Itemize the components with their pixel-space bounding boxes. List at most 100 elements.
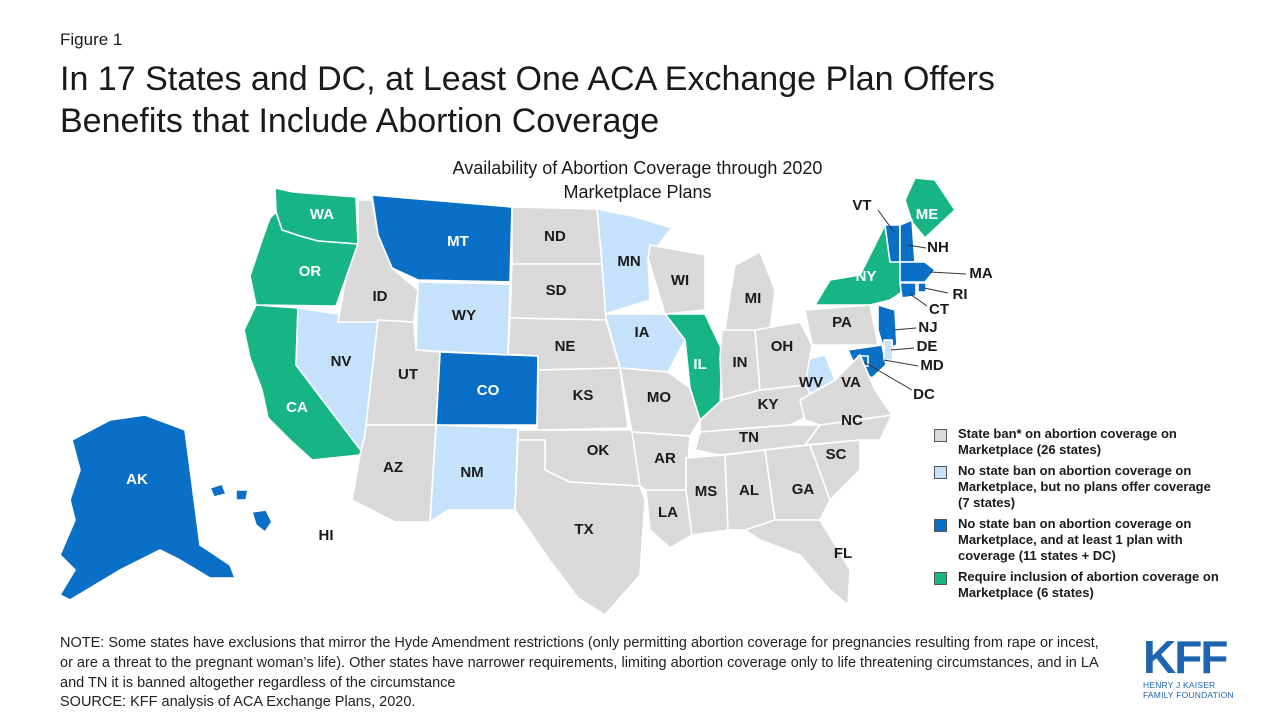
state-label-pa: PA	[832, 314, 852, 331]
state-ga	[764, 444, 831, 521]
figure-label: Figure 1	[60, 30, 123, 49]
state-label-ga: GA	[792, 481, 815, 498]
state-label-nm: NM	[460, 464, 483, 481]
state-hi	[209, 483, 227, 498]
state-label-nh: NH	[927, 239, 949, 256]
state-oh	[754, 321, 813, 391]
state-label-ma: MA	[969, 265, 992, 282]
state-ak	[59, 414, 236, 601]
state-label-me: ME	[916, 206, 939, 223]
state-hi-part-1	[235, 489, 249, 501]
state-label-nd: ND	[544, 228, 566, 245]
state-label-ms: MS	[695, 483, 718, 500]
state-label-or: OR	[299, 263, 322, 280]
state-label-al: AL	[739, 482, 759, 499]
state-ks	[536, 367, 629, 431]
state-label-vt: VT	[852, 197, 871, 214]
state-label-tx: TX	[574, 521, 593, 538]
state-label-ky: KY	[758, 396, 779, 413]
state-label-id: ID	[373, 288, 388, 305]
state-label-mt: MT	[447, 233, 469, 250]
state-label-ks: KS	[573, 387, 594, 404]
state-nh	[899, 219, 916, 263]
legend: State ban* on abortion coverage on Marke…	[934, 426, 1224, 606]
state-label-ny: NY	[856, 268, 877, 285]
state-wy	[415, 281, 511, 356]
state-label-wi: WI	[671, 272, 689, 289]
state-label-dc: DC	[913, 386, 935, 403]
page-title: In 17 States and DC, at Least One ACA Ex…	[60, 58, 1160, 142]
state-label-nv: NV	[331, 353, 352, 370]
state-label-ia: IA	[635, 324, 650, 341]
leader-line-vt	[877, 209, 895, 233]
leader-line-ct	[909, 293, 928, 307]
state-az	[351, 424, 437, 523]
map-title: Availability of Abortion Coverage throug…	[400, 156, 875, 204]
legend-label-required: Require inclusion of abortion coverage o…	[958, 569, 1219, 600]
state-wi	[647, 244, 706, 315]
legend-item-no-ban-no-plans: No state ban on abortion coverage on Mar…	[934, 463, 1224, 511]
state-label-ri: RI	[953, 286, 968, 303]
state-label-il: IL	[693, 356, 706, 373]
state-label-md: MD	[920, 357, 943, 374]
legend-swatch-no-ban-no-plans	[934, 466, 947, 479]
state-label-va: VA	[841, 374, 861, 391]
state-label-nc: NC	[841, 412, 863, 429]
state-label-az: AZ	[383, 459, 403, 476]
leader-line-md	[883, 359, 919, 367]
logo-mark: KFF	[1143, 631, 1228, 683]
state-label-oh: OH	[771, 338, 794, 355]
legend-swatch-no-ban-with-plans	[934, 519, 947, 532]
state-id	[337, 199, 419, 323]
state-hi-part-2	[251, 509, 273, 533]
state-label-ok: OK	[587, 442, 610, 459]
state-label-wy: WY	[452, 307, 476, 324]
state-label-ak: AK	[126, 471, 148, 488]
state-label-ut: UT	[398, 366, 418, 383]
title-line-1: In 17 States and DC, at Least One ACA Ex…	[60, 60, 995, 98]
state-label-la: LA	[658, 504, 678, 521]
logo-line-1: HENRY J KAISER	[1143, 680, 1216, 690]
map-title-line-2: Marketplace Plans	[563, 182, 712, 202]
leader-line-dc	[863, 361, 913, 391]
legend-label-no-ban-with-plans: No state ban on abortion coverage on Mar…	[958, 516, 1192, 563]
source-note: SOURCE: KFF analysis of ACA Exchange Pla…	[60, 694, 416, 710]
state-label-mn: MN	[617, 253, 640, 270]
state-label-wa: WA	[310, 206, 334, 223]
state-label-mi: MI	[745, 290, 762, 307]
leader-line-de	[890, 347, 915, 351]
state-ma	[899, 261, 936, 283]
leader-line-nh	[907, 244, 927, 249]
state-label-in: IN	[733, 354, 748, 371]
footnote: NOTE: Some states have exclusions that m…	[60, 635, 1099, 691]
logo-line-2: FAMILY FOUNDATION	[1143, 690, 1234, 700]
state-la	[645, 489, 693, 549]
state-label-nj: NJ	[918, 319, 937, 336]
legend-label-ban: State ban* on abortion coverage on Marke…	[958, 426, 1177, 457]
state-nc	[804, 414, 893, 446]
state-ms	[685, 454, 729, 536]
state-ct	[899, 282, 917, 299]
state-or	[249, 211, 359, 307]
legend-swatch-required	[934, 572, 947, 585]
state-label-ne: NE	[555, 338, 576, 355]
leader-line-ma	[929, 271, 967, 275]
title-line-2: Benefits that Include Abortion Coverage	[60, 102, 660, 140]
legend-item-no-ban-with-plans: No state ban on abortion coverage on Mar…	[934, 516, 1224, 564]
kff-logo: KFF HENRY J KAISER FAMILY FOUNDATION	[1143, 634, 1238, 700]
state-de	[883, 339, 894, 361]
state-label-de: DE	[917, 338, 938, 355]
legend-item-required: Require inclusion of abortion coverage o…	[934, 569, 1224, 601]
legend-swatch-ban	[934, 429, 947, 442]
state-tx	[514, 439, 646, 616]
state-ri	[917, 282, 927, 293]
state-fl	[744, 519, 851, 606]
legend-label-no-ban-no-plans: No state ban on abortion coverage on Mar…	[958, 463, 1211, 510]
state-label-sc: SC	[826, 446, 847, 463]
leader-line-nj	[892, 327, 917, 331]
state-label-ca: CA	[286, 399, 308, 416]
state-label-fl: FL	[834, 545, 852, 562]
state-label-wv: WV	[799, 374, 823, 391]
state-label-co: CO	[477, 382, 500, 399]
state-label-hi: HI	[319, 527, 334, 544]
